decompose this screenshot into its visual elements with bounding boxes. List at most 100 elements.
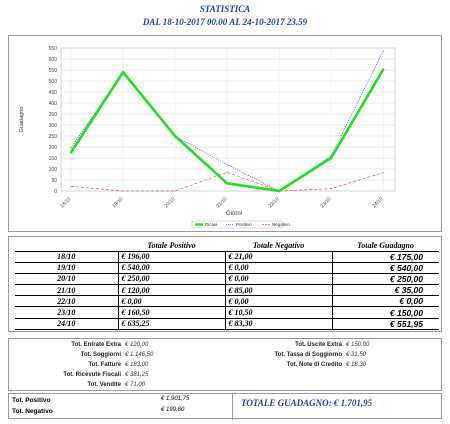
table-row: 24/10 € 635,25 € 83,30 € 551,95 [15,318,439,330]
table-row: 19/10 € 540,00 € 0,00 € 540,00 [15,262,439,274]
data-point-ricavi [381,68,385,71]
table-row: 23/10 € 160,50 € 10,50 € 150,00 [15,306,439,319]
row-date: 20/10 [15,273,118,286]
row-date: 22/10 [15,295,118,308]
value-tot-positivo: € 1.901,75 [161,396,190,402]
y-tick-label: 350 [49,112,58,118]
row-guadagno: € 0,00 [331,295,439,308]
y-tick-label: 50 [51,178,57,184]
y-tick-label: 100 [49,167,58,173]
y-tick-label: 550 [49,68,58,74]
row-positivo: € 250,00 [117,273,225,286]
value-vendite: € 71,00 [125,382,146,388]
header-guadagno: Totale Guadagno [332,240,439,252]
label-uscite-extra: Tot. Uscite Extra [295,342,342,348]
x-axis-title: Giorni [226,211,242,217]
table-header-row: Totale Positivo Totale Negativo Totale G… [15,240,439,252]
label-vendite: Tot. Vendite [87,382,121,388]
table-row: 20/10 € 250,00 € 0,00 € 250,00 [15,273,439,286]
x-tick-label: 18/10 [59,196,72,209]
table-row: 21/10 € 120,00 € 85,00 € 35,00 [15,284,439,297]
header-date [15,240,118,252]
x-tick-label: 24/10 [371,196,384,209]
report-title: STATISTICA [199,4,251,14]
label-fatture: Tot. Fatture [88,362,121,368]
label-tot-positivo: Tot. Positivo [12,397,51,404]
data-point-negativo [122,190,124,192]
data-point-negativo [70,185,72,187]
y-tick-label: 650 [49,46,58,52]
label-note-credito: Tot. Note di Credito [286,362,342,368]
y-tick-label: 150 [49,156,58,162]
legend-label-negativo: Negativo [272,222,290,227]
chart-panel: 0 50 100 150 200 250 300 350 400 450 500 550 600 650 1… [8,35,442,232]
legend-label-positivo: Positivo [236,222,252,227]
y-tick-label: 300 [49,123,58,129]
row-date: 23/10 [15,306,118,319]
data-point-ricavi [121,71,125,74]
value-ricevute-fiscali: € 381,25 [125,372,149,378]
row-negativo: € 0,00 [224,273,332,286]
daily-table-panel: Totale Positivo Totale Negativo Totale G… [8,236,442,332]
header-positivo: Totale Positivo [118,240,225,252]
y-tick-label: 500 [49,79,58,85]
header-negativo: Totale Negativo [225,240,332,252]
value-entrate-extra: € 120,00 [125,342,149,348]
row-negativo: € 21,00 [224,251,332,263]
legend-label-ricavi: Ricavi [205,222,217,227]
data-point-ricavi [277,189,281,193]
row-positivo: € 196,00 [117,251,225,263]
row-guadagno: € 551,95 [331,318,439,330]
row-positivo: € 635,25 [117,318,225,330]
data-point-negativo [330,188,332,190]
line-chart: 0 50 100 150 200 250 300 350 400 450 500 550 600 650 1… [19,46,396,229]
plot-area [60,47,396,192]
row-negativo: € 0,00 [224,295,332,308]
row-negativo: € 10,50 [224,306,332,319]
data-point-positivo [70,147,72,149]
row-positivo: € 0,00 [117,295,225,308]
footer-divider [232,394,233,420]
x-tick-label: 19/10 [111,196,124,209]
y-tick-label: 450 [49,90,58,96]
x-tick-label: 22/10 [267,196,280,209]
data-point-negativo [226,171,228,173]
label-entrate-extra: Tot. Entrate Extra [71,342,121,348]
value-soggiorni: € 1.146,50 [125,352,154,358]
row-date: 18/10 [15,251,118,263]
value-uscite-extra: € 150,00 [346,342,370,348]
value-tot-negativo: € 199,80 [161,407,185,413]
row-date: 19/10 [15,262,118,274]
data-point-negativo [174,190,176,192]
data-point-positivo [382,50,384,52]
x-tick-label: 21/10 [215,196,228,209]
row-guadagno: € 175,00 [331,251,439,263]
data-point-ricavi [329,156,333,160]
y-axis-title: Guadagno [19,107,25,133]
summary-footer: Tot. Positivo € 1.901,75 Tot. Negativo €… [8,393,442,420]
row-positivo: € 120,00 [117,284,225,297]
x-tick-label: 20/10 [163,196,176,209]
grand-total: TOTALE GUADAGNO: € 1.701,95 [241,398,373,408]
data-point-ricavi [173,134,177,138]
row-positivo: € 160,50 [117,306,225,319]
data-point-positivo [226,164,228,166]
row-negativo: € 85,00 [224,284,332,297]
row-positivo: € 540,00 [117,262,225,274]
data-point-negativo [382,172,384,174]
y-tick-label: 400 [49,101,58,107]
row-guadagno: € 150,00 [331,306,439,319]
label-tot-negativo: Tot. Negativo [12,408,53,415]
label-ricevute-fiscali: Tot. Ricevute Fiscali [63,372,121,378]
table-row: 22/10 € 0,00 € 0,00 € 0,00 [15,295,439,308]
table-row: 18/10 € 196,00 € 21,00 € 175,00 [15,251,439,263]
totals-panel: Tot. Entrate Extra € 120,00 Tot. Soggior… [8,338,442,391]
y-tick-label: 0 [54,189,57,195]
row-guadagno: € 540,00 [331,262,439,274]
row-guadagno: € 250,00 [331,273,439,286]
row-guadagno: € 35,00 [331,284,439,297]
label-tassa-soggiorno: Tot. Tassa di Soggiorno [274,352,342,358]
y-tick-label: 600 [49,57,58,63]
y-tick-label: 200 [49,145,58,151]
value-note-credito: € 18,30 [346,362,367,368]
